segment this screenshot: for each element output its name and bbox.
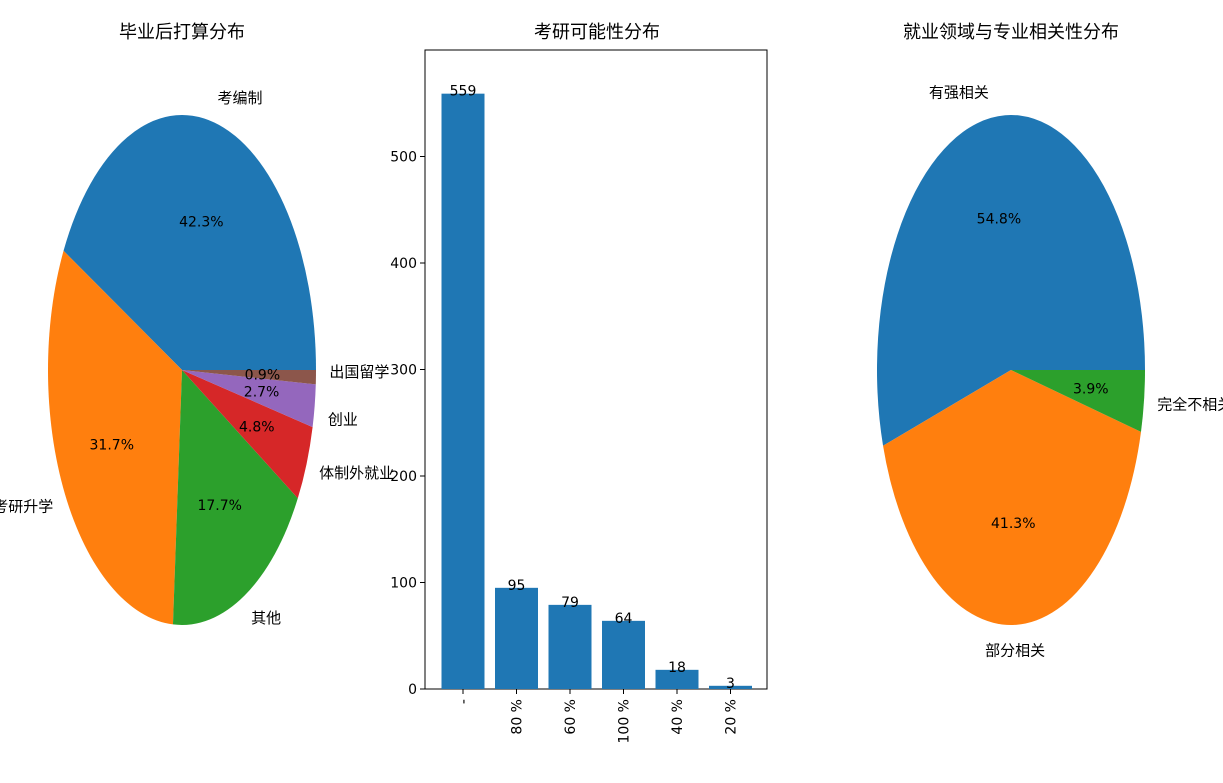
pie-slice [172,370,298,625]
pie-slice-label: 部分相关 [985,641,1045,659]
pie-slice [63,115,316,371]
chart-title: 就业领域与专业相关性分布 [903,22,1119,43]
pie-pct-label: 17.7% [197,498,241,514]
x-tick-label: 60 % [563,699,579,735]
pie-chart-field-relevance: 就业领域与专业相关性分布 54.8% 有强相关 41.3% 部分相关 3.9% 完全不相关 [876,22,1223,659]
pie-pct-label: 41.3% [991,516,1035,532]
pie-slice-label: 完全不相关 [1157,395,1223,413]
pie-pct-label: 3.9% [1073,382,1109,398]
pie-chart-graduation-plans: 毕业后打算分布 42.3% 考编制 31.7% 考研升学 17.7% 其他 4.8% 体制外就… [0,22,394,627]
bar [548,604,592,689]
bar [602,620,645,689]
bar [441,93,485,690]
pie-slice-label: 考编制 [217,89,262,107]
pie-slice-label: 考研升学 [0,498,53,516]
chart-title: 考研可能性分布 [534,22,660,43]
pie-slice-label: 体制外就业 [319,464,394,482]
pie-pct-label: 0.9% [245,367,281,383]
pie-pct-label: 54.8% [977,212,1021,228]
pie-slice [182,370,313,499]
pie-slice [48,250,182,625]
bar [495,587,538,689]
pie-slice [182,370,316,385]
y-tick-label: 0 [408,682,417,698]
pie-slice-label: 有强相关 [929,84,989,102]
pie-slice-label: 其他 [251,609,281,627]
pie-pct-label: 31.7% [90,437,134,453]
y-tick-label: 200 [390,469,417,485]
y-tick-label: 400 [390,256,417,272]
pie-pct-label: 4.8% [239,419,275,435]
pie-slice [1011,370,1145,432]
chart-title: 毕业后打算分布 [119,22,245,43]
bar-value-label: 3 [726,676,735,692]
bar-value-label: 559 [450,84,477,100]
pie-slice-label: 出国留学 [329,363,389,381]
bar-value-label: 64 [615,611,633,627]
pie-slice [883,370,1141,625]
x-tick-label: 80 % [510,699,526,735]
bar-value-label: 18 [668,660,686,676]
y-tick-label: 100 [390,576,417,592]
pie-pct-label: 2.7% [244,385,280,401]
bar [709,685,752,689]
pie-slice [876,114,1145,446]
x-tick-label: 100 % [617,699,633,743]
y-tick-label: 500 [390,150,417,166]
bar-value-label: 79 [561,595,579,611]
pie-pct-label: 42.3% [179,215,223,231]
y-tick-label: 300 [390,363,417,379]
pie-slice-label: 创业 [328,410,358,428]
bar [655,669,699,689]
bar-chart-postgrad-likelihood: 考研可能性分布 0 100 200 300 400 500 559 - 95 80 % 79 60 %… [390,22,768,743]
pie-slice [182,370,316,428]
x-tick-label: - [456,699,472,704]
bar-value-label: 95 [508,578,526,594]
x-tick-label: 20 % [724,699,740,735]
x-tick-label: 40 % [670,699,686,735]
